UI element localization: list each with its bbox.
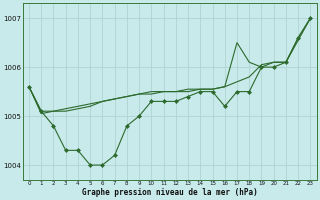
X-axis label: Graphe pression niveau de la mer (hPa): Graphe pression niveau de la mer (hPa) xyxy=(82,188,258,197)
